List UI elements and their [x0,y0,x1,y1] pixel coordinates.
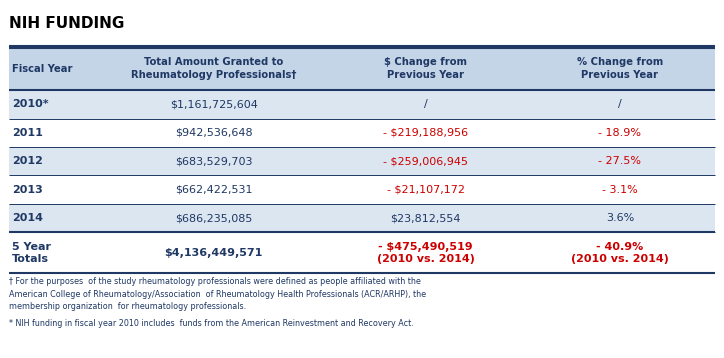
Text: Fiscal Year: Fiscal Year [12,64,72,74]
Text: /: / [618,100,622,110]
Text: $942,536,648: $942,536,648 [174,128,253,138]
Bar [9,90,715,118]
Text: - 3.1%: - 3.1% [602,185,638,195]
Bar [9,175,715,204]
Text: - 40.9%
(2010 vs. 2014): - 40.9% (2010 vs. 2014) [571,242,669,264]
Text: 2013: 2013 [12,185,43,195]
Bar [9,48,715,90]
Text: 2014: 2014 [12,213,43,223]
Text: NIH FUNDING: NIH FUNDING [9,16,124,30]
Text: 2011: 2011 [12,128,43,138]
Bar [9,232,715,273]
Text: /: / [424,100,427,110]
Bar [9,118,715,147]
Text: - 18.9%: - 18.9% [599,128,641,138]
Text: $ Change from
Previous Year: $ Change from Previous Year [384,58,467,80]
Text: Total Amount Granted to
Rheumatology Professionals†: Total Amount Granted to Rheumatology Pro… [131,58,296,80]
Text: $4,136,449,571: $4,136,449,571 [164,248,263,258]
Text: $683,529,703: $683,529,703 [174,156,253,166]
Text: - $475,490,519
(2010 vs. 2014): - $475,490,519 (2010 vs. 2014) [376,242,474,264]
Text: $23,812,554: $23,812,554 [390,213,461,223]
Text: $686,235,085: $686,235,085 [175,213,252,223]
Text: * NIH funding in fiscal year 2010 includes  funds from the American Reinvestment: * NIH funding in fiscal year 2010 includ… [9,319,413,328]
Text: - $219,188,956: - $219,188,956 [383,128,468,138]
Bar [9,147,715,175]
Text: 3.6%: 3.6% [606,213,634,223]
Text: 5 Year
Totals: 5 Year Totals [12,242,51,264]
Text: - $259,006,945: - $259,006,945 [383,156,468,166]
Bar [9,204,715,232]
Text: $662,422,531: $662,422,531 [174,185,253,195]
Text: † For the purposes  of the study rheumatology professionals were defined as peop: † For the purposes of the study rheumato… [9,277,426,311]
Text: 2010*: 2010* [12,100,49,110]
Text: - 27.5%: - 27.5% [599,156,641,166]
Text: % Change from
Previous Year: % Change from Previous Year [577,58,663,80]
Text: $1,161,725,604: $1,161,725,604 [169,100,258,110]
Text: 2012: 2012 [12,156,43,166]
Text: - $21,107,172: - $21,107,172 [387,185,465,195]
